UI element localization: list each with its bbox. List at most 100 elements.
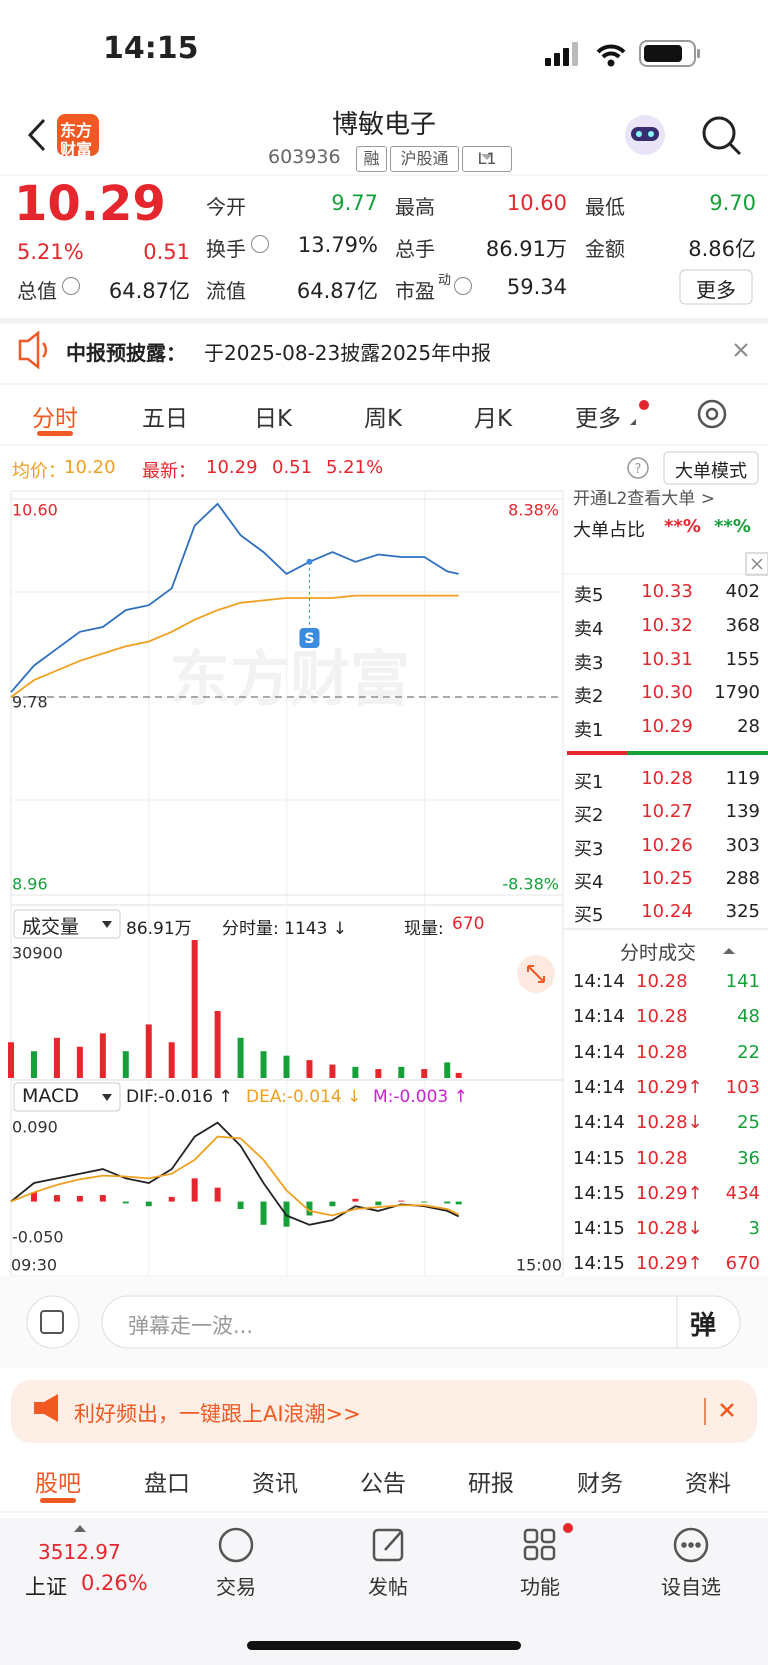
danmu-placeholder[interactable]: 弹幕走一波... [128,1314,254,1338]
banner-text[interactable]: 利好频出，一键跟上AI浪潮>> [74,1402,361,1426]
book-level: 卖3 [574,653,604,674]
assistant-avatar[interactable] [625,115,665,155]
volume-selector-label[interactable]: 成交量 [22,916,80,938]
trade-volume: 25 [737,1112,760,1134]
macd-line [10,1135,460,1217]
volume-bar [455,1072,462,1078]
divider [0,318,768,324]
field-value: 64.87亿 [108,279,190,303]
field-label: 最高 [395,195,435,219]
l2-buy: **% [664,516,701,537]
nav-item[interactable]: 发帖 [368,1575,408,1599]
trades-title: 分时成交 [620,942,697,964]
logo-text: 财富 [60,140,93,159]
macd-selector[interactable] [13,1082,121,1112]
volume-stat: 670 [452,914,485,934]
index-value[interactable]: 3512.97 [38,1540,121,1564]
expand-icon[interactable] [517,955,555,993]
field-value: 13.79% [297,233,378,257]
book-level: 卖2 [574,686,604,707]
field-value: 8.86亿 [688,237,756,261]
price-line [10,594,459,698]
ad-banner[interactable] [11,1380,757,1443]
section-tab[interactable]: 公告 [360,1471,406,1497]
danmu-icon[interactable] [26,1295,80,1349]
notice-text: 于2025-08-23披露2025年中报 [204,341,492,365]
macd-bar [444,1201,451,1204]
trade-volume: 434 [725,1182,760,1204]
book-volume: 139 [725,801,760,822]
trade-price: 10.29↑ [636,1253,703,1275]
mode-button-frame[interactable] [663,451,759,485]
section-tab[interactable]: 研报 [468,1471,514,1497]
volume-stat: 86.91万 [126,919,192,939]
section-tab[interactable]: 盘口 [144,1471,190,1497]
tab[interactable]: 更多 [575,406,621,432]
volume-bar [352,1066,359,1078]
close-banner[interactable] [720,1403,734,1417]
book-level: 买3 [574,839,604,860]
macd-bar [398,1200,405,1202]
nav-item[interactable]: 设自选 [661,1575,721,1599]
annotation-badge [299,628,320,648]
macd-selector-label[interactable]: MACD [22,1085,79,1107]
field-value: 9.77 [331,191,378,215]
macd-bar [329,1201,336,1207]
badge-dot [639,400,649,410]
section-tab[interactable]: 资讯 [252,1471,298,1497]
volume-bar [237,1037,244,1078]
close-notice[interactable] [734,343,748,357]
tab[interactable]: 月K [473,406,513,432]
search-icon[interactable] [702,116,742,156]
book-level: 买4 [574,872,604,893]
danmu-button[interactable]: 弹 [690,1311,717,1341]
trade-time: 14:14 [573,971,625,992]
tab[interactable]: 周K [363,406,403,432]
stock-code: 603936 [268,146,341,168]
volume-bar [145,1024,152,1078]
more-button-frame[interactable] [679,269,753,305]
trade-price: 10.28 [636,1041,688,1063]
volume-selector[interactable] [13,909,121,939]
book-volume: 402 [725,581,760,602]
macd-bar [122,1201,129,1204]
change: 0.51 [143,240,190,264]
help-icon[interactable] [627,457,649,479]
book-volume: 303 [725,835,760,856]
field-label: 总手 [395,237,435,261]
nav-item[interactable]: 交易 [216,1575,256,1599]
volume-bar [191,940,198,1078]
trade-price: 10.29↑ [636,1076,703,1098]
index-change[interactable]: 0.26% [81,1571,148,1595]
more-button[interactable]: 更多 [696,278,736,302]
book-volume: 368 [725,615,760,636]
trade-price: 10.28↓ [636,1218,703,1240]
nav-item[interactable]: 功能 [520,1575,560,1599]
volume-bar [99,1033,106,1078]
dropdown-caret[interactable] [481,154,493,160]
back-button[interactable] [27,118,46,152]
macd-readout: M:-0.003 ↑ [373,1087,468,1107]
section-tab[interactable]: 股吧 [35,1471,81,1497]
book-volume: 119 [725,768,760,789]
mode-button[interactable]: 大单模式 [675,461,747,482]
trade-time: 14:15 [573,1182,625,1204]
field-value: 59.34 [506,275,567,299]
status-time: 14:15 [103,31,199,66]
danmu-input[interactable] [101,1295,741,1349]
macd-bar [53,1195,60,1202]
settings-icon[interactable] [697,399,727,429]
tab[interactable]: 五日 [142,406,188,432]
section-tab[interactable]: 资料 [685,1471,731,1497]
index-name[interactable]: 上证 [25,1575,67,1599]
trade-volume: 22 [737,1041,760,1063]
macd-bar [168,1196,175,1202]
help-mark: ? [635,462,642,477]
trade-time: 14:15 [573,1253,625,1275]
stock-tag: 沪股通 [390,146,459,172]
annotation-dot [306,558,313,565]
tab[interactable]: 日K [253,406,293,432]
section-tab[interactable]: 财务 [577,1471,623,1497]
volume-bar [260,1051,267,1078]
tab[interactable]: 分时 [32,406,78,432]
